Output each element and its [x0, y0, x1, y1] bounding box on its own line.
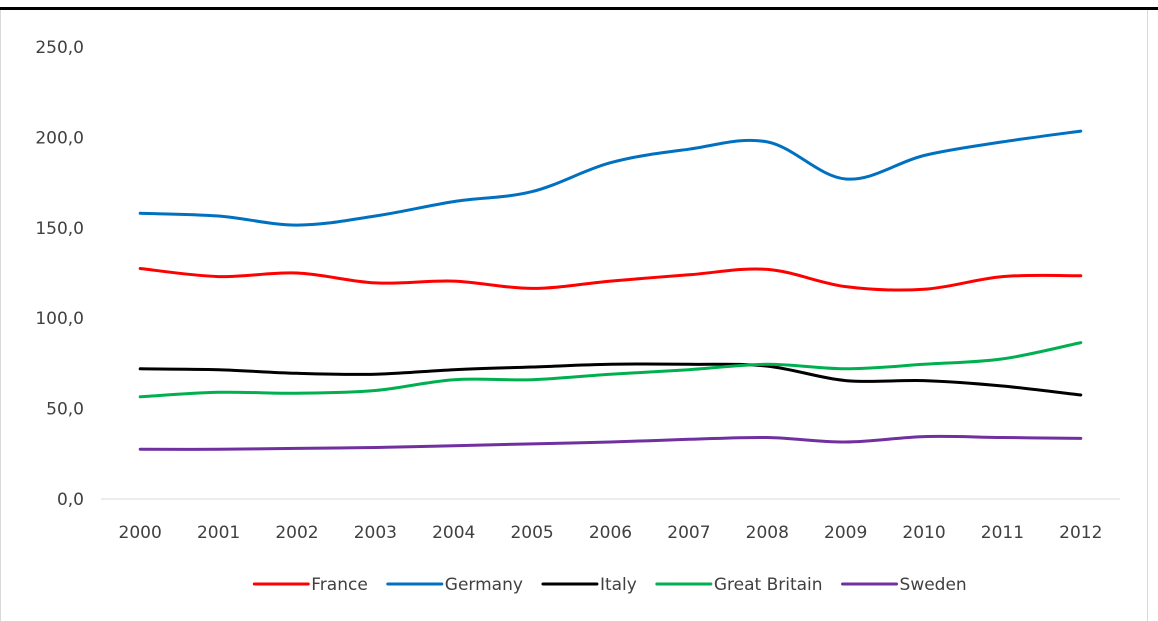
y-tick-label: 100,0 — [35, 309, 84, 329]
x-tick-label: 2008 — [746, 523, 789, 543]
x-tick-label: 2010 — [902, 523, 945, 543]
y-tick-label: 200,0 — [35, 128, 84, 148]
legend-label-great-britain: Great Britain — [714, 575, 823, 595]
x-tick-label: 2001 — [197, 523, 240, 543]
series-line-great-britain — [138, 341, 1083, 399]
x-tick-label: 2005 — [510, 523, 553, 543]
legend-label-italy: Italy — [600, 575, 637, 595]
top-rule — [0, 7, 1158, 10]
x-tick-label: 2007 — [667, 523, 710, 543]
series-line-sweden — [138, 434, 1083, 451]
series-line-italy — [138, 362, 1083, 397]
x-tick-label: 2012 — [1059, 523, 1102, 543]
legend-label-france: France — [311, 575, 368, 595]
frame-right-border — [1147, 10, 1148, 621]
y-tick-label: 50,0 — [46, 400, 84, 420]
x-tick-label: 2000 — [119, 523, 162, 543]
series-line-france — [138, 267, 1083, 292]
x-tick-label: 2002 — [275, 523, 318, 543]
x-axis-labels: 2000 2001 2002 2003 2004 2005 2006 2007 2008 2009… — [119, 523, 1103, 543]
y-axis-labels: 0,0 50,0 100,0 150,0 200,0 250,0 — [35, 38, 84, 510]
y-tick-label: 0,0 — [57, 490, 84, 510]
x-tick-label: 2003 — [354, 523, 397, 543]
x-tick-label: 2009 — [824, 523, 867, 543]
x-tick-label: 2006 — [589, 523, 632, 543]
series-line-germany — [138, 129, 1083, 227]
series-lines — [138, 129, 1083, 451]
legend-label-germany: Germany — [445, 575, 523, 595]
y-tick-label: 150,0 — [35, 219, 84, 239]
frame-left-border — [0, 10, 1, 621]
legend-label-sweden: Sweden — [900, 575, 967, 595]
x-tick-label: 2004 — [432, 523, 475, 543]
y-tick-label: 250,0 — [35, 38, 84, 58]
x-tick-label: 2011 — [981, 523, 1024, 543]
legend: France Germany Italy Great Britain Sweden — [252, 575, 967, 595]
